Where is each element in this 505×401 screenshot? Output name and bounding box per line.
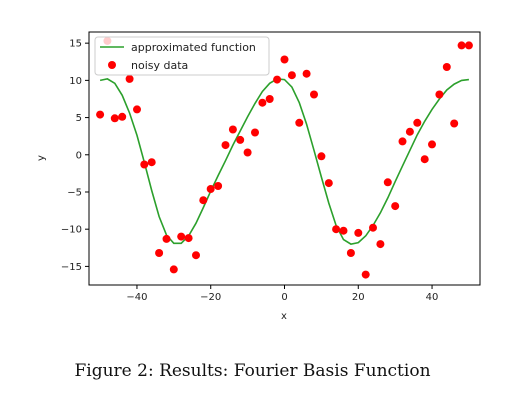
y-tick-label: 10 <box>69 76 82 87</box>
approximated-function-series <box>99 78 469 245</box>
noisy-data-point <box>442 63 451 71</box>
x-axis-label: x <box>281 311 287 322</box>
noisy-data-point <box>192 251 200 260</box>
x-axis-ticks: −40 −20 0 20 40 <box>126 285 438 303</box>
approximated-function-line <box>99 78 469 245</box>
y-tick-label: 15 <box>69 39 82 50</box>
noisy-data-point <box>214 182 223 190</box>
x-tick-label: 0 <box>281 292 287 303</box>
noisy-data-point <box>435 90 444 99</box>
noisy-data-point <box>369 223 377 232</box>
y-tick-label: −10 <box>61 225 82 236</box>
noisy-data-point <box>450 119 459 128</box>
noisy-data-point <box>428 140 436 149</box>
noisy-data-point <box>258 98 267 107</box>
noisy-data-point <box>457 41 466 50</box>
legend-box <box>94 36 270 76</box>
y-tick-label: 5 <box>76 113 82 124</box>
y-tick-label: −15 <box>61 262 82 273</box>
x-tick-label: 40 <box>426 292 439 303</box>
noisy-data-point <box>383 178 392 187</box>
figure-caption: Figure 2: Results: Fourier Basis Functio… <box>74 361 431 381</box>
noisy-data-point <box>155 249 164 257</box>
x-tick-label: −20 <box>200 292 221 303</box>
noisy-data-point <box>169 265 178 274</box>
noisy-data-point <box>162 234 171 243</box>
legend-label-approximated-function: approximated function <box>131 41 256 54</box>
noisy-data-point <box>206 185 215 193</box>
noisy-data-point <box>376 240 385 249</box>
noisy-data-point <box>346 249 355 257</box>
noisy-data-point <box>236 135 245 144</box>
noisy-data-point <box>405 127 414 136</box>
noisy-data-point <box>251 128 259 137</box>
noisy-data-point <box>265 95 274 103</box>
noisy-data-point <box>310 90 318 99</box>
y-tick-label: 0 <box>76 150 82 161</box>
noisy-data-point <box>125 74 134 83</box>
noisy-data-point <box>295 118 304 127</box>
noisy-data-point <box>302 69 311 78</box>
legend-label-noisy-data: noisy data <box>131 59 188 72</box>
noisy-data-point <box>96 110 105 119</box>
noisy-data-point <box>332 225 341 234</box>
legend-dot-swatch <box>108 61 116 69</box>
noisy-data-point <box>464 41 473 50</box>
legend: approximated function noisy data <box>94 36 270 76</box>
noisy-data-point <box>273 75 282 84</box>
noisy-data-series <box>96 36 473 279</box>
noisy-data-point <box>287 71 296 80</box>
noisy-data-point <box>324 179 333 188</box>
noisy-data-point <box>177 232 186 241</box>
noisy-data-point <box>133 105 141 114</box>
noisy-data-point <box>243 148 252 157</box>
noisy-data-point <box>398 137 407 146</box>
noisy-data-point <box>110 114 119 123</box>
x-tick-label: 20 <box>352 292 365 303</box>
noisy-data-point <box>140 160 149 169</box>
y-axis-label: y <box>36 155 47 161</box>
noisy-data-point <box>354 228 363 237</box>
noisy-data-point <box>420 155 429 164</box>
y-axis-ticks: −15 −10 −5 0 5 10 15 <box>61 39 89 273</box>
noisy-data-point <box>199 196 208 205</box>
y-tick-label: −5 <box>67 187 82 198</box>
noisy-data-point <box>413 118 422 127</box>
noisy-data-point <box>221 141 230 150</box>
noisy-data-point <box>280 55 289 64</box>
noisy-data-point <box>118 112 127 121</box>
noisy-data-point <box>228 125 237 134</box>
noisy-data-point <box>147 158 156 167</box>
noisy-data-point <box>339 226 348 235</box>
noisy-data-point <box>361 270 370 279</box>
noisy-data-point <box>391 202 400 211</box>
x-tick-label: −40 <box>126 292 147 303</box>
noisy-data-point <box>317 152 326 161</box>
noisy-data-point <box>184 234 193 243</box>
